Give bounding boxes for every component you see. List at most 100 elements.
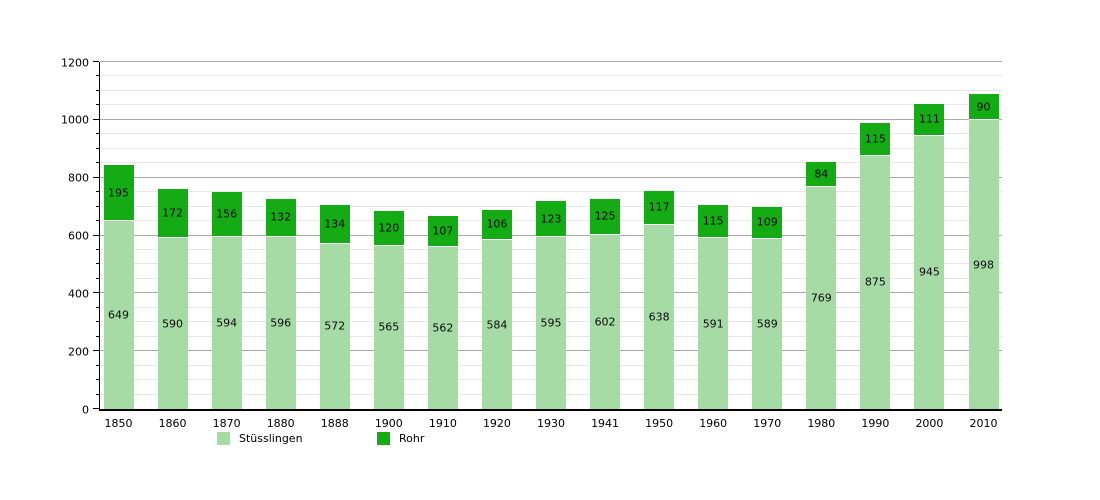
legend-swatch-stusslingen: [217, 432, 230, 445]
bar-segment-stusslingen: 875: [860, 155, 891, 409]
bar-segment-stusslingen: 590: [157, 238, 188, 409]
bar-value-label: 120: [378, 221, 400, 235]
bar-value-label: 591: [702, 317, 724, 331]
y-axis-tick: [96, 364, 99, 366]
bar-segment-rohr: 125: [590, 198, 621, 235]
y-axis-tick: [96, 104, 99, 106]
y-axis-label: 0: [82, 403, 89, 416]
bar-value-label: 596: [270, 316, 292, 330]
bar-segment-stusslingen: 594: [211, 237, 242, 409]
bar-value-label: 945: [918, 265, 940, 279]
bar-segment-rohr: 106: [481, 209, 512, 241]
bar-segment-rohr: 107: [427, 215, 458, 247]
bar-segment-rohr: 120: [373, 210, 404, 246]
bar-segment-rohr: 132: [265, 198, 296, 237]
x-axis-label: 2010: [969, 417, 998, 430]
x-axis-label: 1910: [428, 417, 457, 430]
bar-value-label: 125: [594, 209, 616, 223]
y-axis-tick: [93, 292, 99, 294]
bar-group: 584 106: [481, 209, 512, 409]
y-axis-tick: [96, 335, 99, 337]
gridline-major: [100, 118, 1002, 120]
bar-value-label: 111: [918, 112, 940, 126]
bar-value-label: 123: [540, 212, 562, 226]
gridline-minor: [100, 89, 1002, 91]
bar-segment-rohr: 109: [752, 207, 783, 239]
bar-segment-rohr: 84: [806, 162, 837, 187]
y-axis-tick: [96, 205, 99, 207]
y-axis-tick: [96, 147, 99, 149]
x-axis-label: 1960: [699, 417, 728, 430]
bar-segment-rohr: 111: [914, 103, 945, 136]
x-axis-label: 1850: [104, 417, 133, 430]
bar-value-label: 107: [432, 224, 454, 238]
y-axis-tick: [93, 408, 99, 409]
x-axis-label: 1990: [861, 417, 890, 430]
bar-value-label: 875: [864, 275, 886, 289]
y-axis-label: 1000: [61, 113, 89, 127]
bar-segment-stusslingen: 595: [536, 236, 566, 409]
bar-value-label: 115: [864, 132, 886, 146]
bar-value-label: 638: [648, 310, 670, 324]
legend-swatch-rohr: [377, 432, 390, 445]
x-axis-label: 1930: [537, 417, 565, 430]
bar-segment-stusslingen: 591: [698, 238, 729, 409]
x-axis-label: 1860: [158, 417, 187, 430]
gridline-minor: [100, 104, 1002, 106]
y-axis-tick: [96, 263, 99, 265]
bar-value-label: 998: [973, 258, 994, 272]
bar-value-label: 649: [108, 308, 129, 322]
y-axis-label: 600: [68, 229, 89, 243]
legend-item-stusslingen: Stüsslingen: [217, 432, 303, 445]
y-axis-label: 400: [68, 287, 89, 301]
bar-group: 769 84: [806, 162, 837, 409]
bar-group: 602 125: [590, 198, 621, 409]
bar-segment-rohr: 115: [698, 204, 729, 239]
bar-value-label: 584: [486, 318, 508, 332]
x-axis-label: 1941: [591, 417, 620, 430]
y-axis-tick: [96, 306, 99, 308]
x-axis-label: 1888: [320, 417, 349, 430]
bar-segment-stusslingen: 998: [968, 120, 999, 409]
bar-segment-stusslingen: 945: [914, 135, 945, 409]
x-axis-label: 1980: [807, 417, 836, 430]
bar-segment-stusslingen: 572: [319, 243, 350, 409]
bar-value-label: 565: [378, 320, 400, 334]
y-axis-tick: [96, 75, 99, 77]
y-axis-tick: [93, 61, 99, 62]
bar-group: 595 123: [536, 201, 566, 409]
y-axis-tick: [96, 379, 99, 381]
bar-value-label: 117: [648, 200, 670, 214]
x-axis-label: 1900: [374, 417, 403, 430]
bar-segment-rohr: 123: [536, 201, 566, 237]
bar-group: 572 134: [319, 204, 350, 409]
y-axis-tick: [96, 277, 99, 279]
bar-segment-stusslingen: 649: [103, 221, 134, 409]
bar-segment-rohr: 172: [157, 188, 188, 239]
bar-segment-rohr: 90: [968, 94, 999, 121]
plot-area: 0 200 400 600 800 1000 1200 649 195 1850 590 172 186…: [61, 56, 1002, 430]
gridline-minor: [100, 147, 1002, 149]
bar-segment-stusslingen: 638: [644, 224, 675, 409]
bar-value-label: 572: [324, 319, 346, 333]
gridline-minor: [100, 191, 1002, 193]
bar-group: 596 132: [265, 198, 296, 409]
bar-value-label: 132: [270, 210, 292, 224]
y-axis-tick: [96, 191, 99, 193]
bar-value-label: 589: [756, 317, 778, 331]
bar-group: 875 115: [860, 122, 891, 409]
y-axis-label: 200: [68, 345, 89, 359]
bar-segment-stusslingen: 562: [427, 246, 458, 409]
bar-group: 594 156: [211, 192, 242, 409]
bar-group: 638 117: [644, 190, 675, 409]
y-axis-tick: [96, 248, 99, 250]
x-axis-label: 1920: [482, 417, 511, 430]
bar-value-label: 769: [810, 291, 832, 305]
bar-value-label: 109: [756, 215, 778, 229]
gridline-minor: [100, 75, 1002, 77]
bar-segment-stusslingen: 769: [806, 186, 837, 409]
bar-value-label: 590: [162, 317, 184, 331]
legend-label-stusslingen: Stüsslingen: [239, 432, 303, 445]
bar-segment-rohr: 195: [103, 164, 134, 222]
y-axis-tick: [96, 220, 99, 222]
